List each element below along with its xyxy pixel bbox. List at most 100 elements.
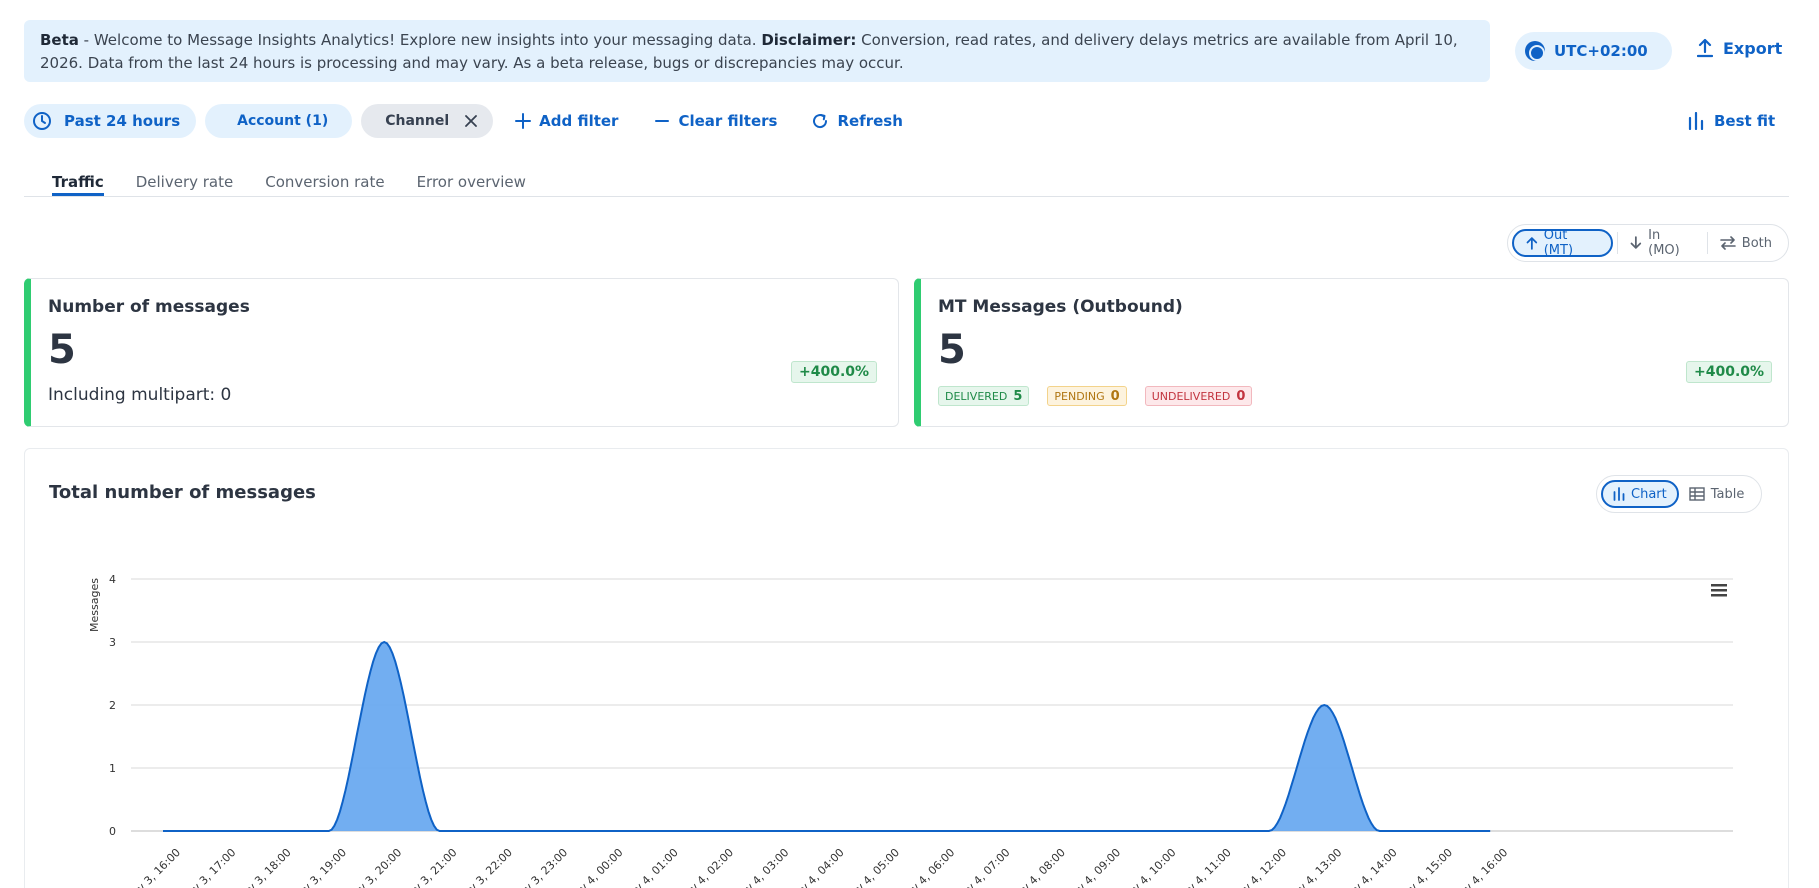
mt-delta-badge: +400.0% [1686,361,1773,383]
plus-icon [515,113,532,129]
banner-disclaimer-text: Conversion, read rates, and delivery del… [40,31,1458,72]
timezone-label: UTC+02:00 [1554,42,1648,60]
close-icon[interactable] [465,115,478,127]
account-filter-label: Account (1) [237,113,329,129]
x-tick-label: May 4, 13:00 [1284,846,1344,888]
direction-both-label: Both [1741,235,1773,251]
channel-filter-label: Channel [385,113,450,129]
y-tick-label: 2 [109,699,116,712]
undelivered-badge: UNDELIVERED 0 [1144,386,1253,406]
arrow-down-icon [1630,236,1642,249]
total-messages-title: Number of messages [48,297,250,317]
arrow-up-icon [1526,237,1538,250]
table-view-button[interactable]: Table [1679,480,1755,508]
mt-messages-value: 5 [938,327,966,373]
delivered-count: 5 [1013,388,1023,404]
direction-out-button[interactable]: Out (MT) [1512,228,1614,258]
x-tick-label: May 3, 20:00 [344,846,404,888]
x-tick-label: May 3, 17:00 [178,846,238,888]
total-messages-card: Number of messages 5 Including multipart… [24,278,899,427]
clear-filters-label: Clear filters [678,112,778,130]
clear-filters-button[interactable]: Clear filters [654,112,777,130]
time-range-filter[interactable]: Past 24 hours [24,104,197,138]
channel-filter[interactable]: Channel [361,104,494,138]
status-row: DELIVERED 5 PENDING 0 UNDELIVERED 0 [938,386,1253,406]
y-tick-label: 3 [109,636,116,649]
multipart-count: Including multipart: 0 [48,385,232,405]
x-tick-label: May 3, 19:00 [289,846,349,888]
total-delta-badge: +400.0% [791,361,878,383]
time-range-label: Past 24 hours [64,112,181,130]
x-tick-label: May 4, 10:00 [1118,846,1178,888]
x-tick-label: May 4, 16:00 [1450,846,1510,888]
refresh-button[interactable]: Refresh [811,112,903,130]
tab-conversion-rate[interactable]: Conversion rate [265,173,385,191]
table-view-label: Table [1710,486,1745,502]
x-tick-label: May 4, 09:00 [1063,846,1123,888]
direction-in-label: In (MO) [1648,228,1680,258]
x-tick-label: May 4, 06:00 [897,846,957,888]
chart-view-button[interactable]: Chart [1601,480,1679,508]
minus-icon [655,120,670,122]
direction-out-label: Out (MT) [1543,228,1574,258]
tab-bar: Traffic Delivery rate Conversion rate Er… [24,173,1789,197]
mt-messages-card: MT Messages (Outbound) 5 DELIVERED 5 PEN… [914,278,1789,427]
best-fit-button[interactable]: Best fit [1688,112,1775,130]
chart-title: Total number of messages [49,482,316,503]
beta-banner: Beta - Welcome to Message Insights Analy… [24,20,1490,82]
best-fit-label: Best fit [1714,112,1776,130]
x-tick-label: May 3, 22:00 [455,846,515,888]
banner-intro: - Welcome to Message Insights Analytics!… [78,31,762,49]
timezone-selector[interactable]: UTC+02:00 [1515,32,1672,70]
banner-beta-label: Beta [40,31,79,49]
x-tick-label: May 3, 23:00 [510,846,570,888]
undelivered-count: 0 [1236,388,1246,404]
add-filter-label: Add filter [539,112,619,130]
delivered-label: DELIVERED [945,389,1008,403]
direction-in-button[interactable]: In (MO) [1618,228,1706,258]
x-tick-label: May 4, 15:00 [1395,846,1455,888]
x-tick-label: May 4, 14:00 [1340,846,1400,888]
view-toggle: Chart Table [1596,475,1762,513]
tab-error-overview[interactable]: Error overview [416,173,526,191]
filter-bar: Past 24 hours Account (1) Channel Add fi… [24,104,903,138]
bar-chart-icon [1688,112,1704,130]
export-button[interactable]: Export [1697,38,1782,58]
x-tick-label: May 4, 01:00 [621,846,681,888]
upload-icon [1697,38,1713,58]
clock-icon [33,112,51,130]
chart-view-label: Chart [1631,486,1667,502]
x-tick-label: May 4, 04:00 [787,846,847,888]
refresh-label: Refresh [837,112,903,130]
direction-toggle: Out (MT) In (MO) Both [1507,224,1789,262]
x-tick-label: May 4, 11:00 [1174,846,1234,888]
globe-icon [1525,41,1545,61]
toggle-divider [1706,232,1708,254]
export-label: Export [1723,38,1783,58]
account-filter[interactable]: Account (1) [205,104,353,138]
pending-label: PENDING [1054,389,1105,403]
x-tick-label: May 3, 16:00 [123,846,183,888]
refresh-icon [813,114,828,129]
x-tick-label: May 3, 21:00 [400,846,460,888]
toggle-divider [1617,232,1619,254]
tab-traffic[interactable]: Traffic [52,173,104,196]
swap-arrows-icon [1719,236,1736,250]
bar-chart-icon [1613,487,1625,501]
menu-icon[interactable] [1711,584,1727,597]
table-icon [1689,487,1705,501]
x-tick-label: May 4, 00:00 [565,846,625,888]
add-filter-button[interactable]: Add filter [515,112,618,130]
x-tick-label: May 4, 12:00 [1229,846,1289,888]
total-messages-value: 5 [48,327,76,373]
direction-both-button[interactable]: Both [1708,229,1784,257]
x-tick-label: May 4, 07:00 [953,846,1013,888]
delivered-badge: DELIVERED 5 [938,386,1030,406]
y-axis-label: Messages [88,578,101,632]
x-tick-label: May 4, 02:00 [676,846,736,888]
undelivered-label: UNDELIVERED [1151,389,1231,403]
tab-delivery-rate[interactable]: Delivery rate [135,173,234,191]
y-tick-label: 4 [109,573,116,586]
pending-badge: PENDING 0 [1047,386,1127,406]
